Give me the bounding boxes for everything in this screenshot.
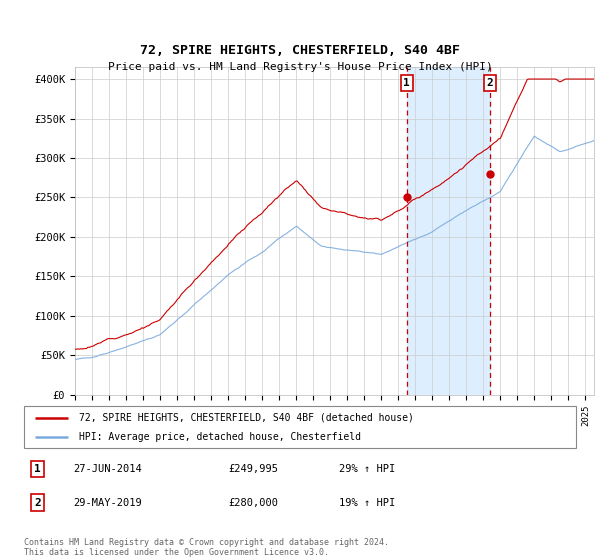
Text: 29% ↑ HPI: 29% ↑ HPI bbox=[338, 464, 395, 474]
Text: 1: 1 bbox=[403, 78, 410, 88]
FancyBboxPatch shape bbox=[24, 406, 576, 448]
Text: Contains HM Land Registry data © Crown copyright and database right 2024.
This d: Contains HM Land Registry data © Crown c… bbox=[24, 538, 389, 557]
Bar bbox=[407, 67, 490, 395]
Text: 27-JUN-2014: 27-JUN-2014 bbox=[74, 464, 142, 474]
Text: £280,000: £280,000 bbox=[228, 497, 278, 507]
Text: 72, SPIRE HEIGHTS, CHESTERFIELD, S40 4BF: 72, SPIRE HEIGHTS, CHESTERFIELD, S40 4BF bbox=[140, 44, 460, 57]
Text: 2: 2 bbox=[487, 78, 494, 88]
Text: Price paid vs. HM Land Registry's House Price Index (HPI): Price paid vs. HM Land Registry's House … bbox=[107, 62, 493, 72]
Text: HPI: Average price, detached house, Chesterfield: HPI: Average price, detached house, Ches… bbox=[79, 432, 361, 442]
Text: £249,995: £249,995 bbox=[228, 464, 278, 474]
Text: 2: 2 bbox=[34, 497, 41, 507]
Text: 19% ↑ HPI: 19% ↑ HPI bbox=[338, 497, 395, 507]
Text: 72, SPIRE HEIGHTS, CHESTERFIELD, S40 4BF (detached house): 72, SPIRE HEIGHTS, CHESTERFIELD, S40 4BF… bbox=[79, 413, 414, 423]
Text: 29-MAY-2019: 29-MAY-2019 bbox=[74, 497, 142, 507]
Text: 1: 1 bbox=[34, 464, 41, 474]
